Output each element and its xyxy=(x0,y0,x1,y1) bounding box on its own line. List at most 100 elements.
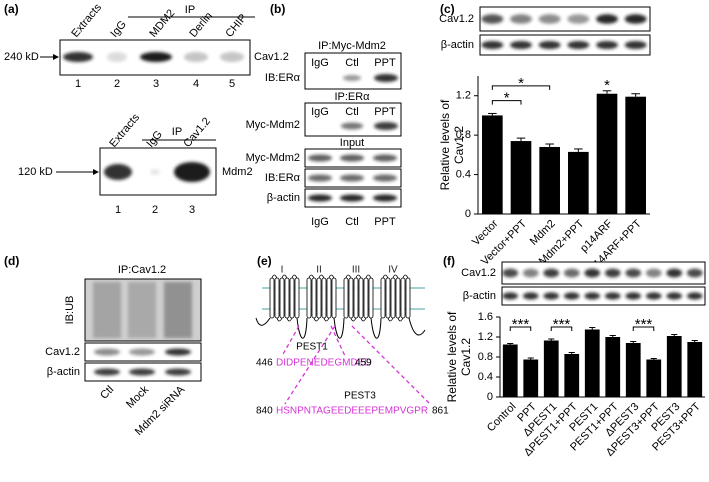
blot-band xyxy=(645,292,662,300)
ip-label: IP:Myc-Mdm2 xyxy=(318,40,386,52)
pest-name: PEST1 xyxy=(296,342,328,353)
blot-band xyxy=(522,292,539,300)
bar xyxy=(510,141,532,214)
loop xyxy=(382,274,409,322)
blot-band xyxy=(510,41,532,49)
blot-band xyxy=(184,52,208,62)
helix xyxy=(380,277,386,319)
lane-label: Ctl xyxy=(345,216,358,228)
lane-number: 5 xyxy=(229,78,235,90)
significance-bracket xyxy=(509,326,532,331)
lane-number: 1 xyxy=(75,78,81,90)
blot-band xyxy=(543,292,560,300)
lane-label: Extracts xyxy=(69,1,104,40)
panel-label: (d) xyxy=(4,254,19,268)
ub-smear xyxy=(128,282,156,338)
blot-box xyxy=(304,52,402,90)
panel-label: (b) xyxy=(270,2,285,16)
blot-label: β-actin xyxy=(463,290,496,302)
helix xyxy=(306,277,312,319)
domain-label: II xyxy=(316,265,322,276)
lane-label: PPT xyxy=(374,57,396,69)
helix xyxy=(279,277,285,319)
y-axis-label: Cav1.2 xyxy=(459,338,473,376)
blot-band xyxy=(686,268,703,278)
significance-label: *** xyxy=(635,316,653,333)
blot-band xyxy=(374,74,398,82)
lane-label: Extracts xyxy=(107,111,142,150)
blot-band xyxy=(502,292,519,300)
y-tick-label: 0.4 xyxy=(456,168,471,180)
linker xyxy=(370,317,382,339)
bar xyxy=(568,151,589,214)
lane-label: IgG xyxy=(108,18,129,39)
helix xyxy=(274,277,280,319)
lane-label: IgG xyxy=(311,106,329,118)
lane-number: 1 xyxy=(115,204,121,216)
bar xyxy=(666,336,682,397)
blot-band xyxy=(584,292,601,300)
significance-label: * xyxy=(504,90,510,107)
blot-band xyxy=(596,41,618,49)
blot-band xyxy=(165,368,191,376)
lane-label: MDM2 xyxy=(147,7,177,40)
blot-band xyxy=(343,75,361,81)
linker xyxy=(333,317,345,339)
y-tick-label: 0.4 xyxy=(478,371,493,383)
y-tick-label: 1.2 xyxy=(456,90,471,102)
lane-number: 2 xyxy=(114,78,120,90)
blot-band xyxy=(150,169,160,175)
helix xyxy=(311,277,317,319)
arrow-head xyxy=(93,169,99,175)
ub-smear xyxy=(164,282,192,338)
lane-label: IgG xyxy=(144,128,165,149)
pest-end: 459 xyxy=(355,358,372,369)
significance-label: * xyxy=(604,77,610,94)
ib-label: Myc-Mdm2 xyxy=(246,152,300,164)
y-tick-label: 0.8 xyxy=(456,129,471,141)
blot-band xyxy=(340,194,364,202)
ib-label: β-actin xyxy=(267,192,300,204)
blot-band xyxy=(341,122,363,130)
blot-band xyxy=(604,292,621,300)
helix xyxy=(400,277,406,319)
ip-label: IP xyxy=(172,126,182,138)
marker-label: 240 kD xyxy=(4,51,39,63)
helix xyxy=(363,277,369,319)
x-tick-label: Control xyxy=(485,401,519,435)
significance-label: * xyxy=(518,75,524,92)
pest-start: 840 xyxy=(256,406,273,417)
blot-band xyxy=(373,154,397,162)
bar xyxy=(646,359,662,397)
bar xyxy=(605,337,621,397)
helix xyxy=(348,277,354,319)
significance-bracket xyxy=(550,326,573,331)
lane-label: CHIP xyxy=(223,12,249,40)
blot-band xyxy=(140,52,172,62)
y-tick-label: 1.2 xyxy=(478,331,493,343)
blot-label: β-actin xyxy=(441,39,474,51)
blot-band xyxy=(563,268,580,278)
blot-band xyxy=(129,348,155,356)
blot-band xyxy=(625,292,642,300)
blot-band xyxy=(481,14,504,24)
blot-band xyxy=(94,368,120,376)
helix xyxy=(269,277,275,319)
blot-band xyxy=(373,174,397,182)
helix xyxy=(289,277,295,319)
lane-label: Ctl xyxy=(345,106,358,118)
lane-label: Ctl xyxy=(345,57,358,69)
lane-label: Ctl xyxy=(98,384,116,402)
blot-band xyxy=(686,292,703,300)
bar xyxy=(502,344,518,397)
loop xyxy=(308,274,335,322)
helix xyxy=(405,277,411,319)
lane-label: IgG xyxy=(311,216,329,228)
blot-box xyxy=(479,34,651,56)
helix xyxy=(395,277,401,319)
helix xyxy=(368,277,374,319)
blot-band xyxy=(165,348,191,356)
helix xyxy=(321,277,327,319)
protein-label: Cav1.2 xyxy=(254,51,289,63)
